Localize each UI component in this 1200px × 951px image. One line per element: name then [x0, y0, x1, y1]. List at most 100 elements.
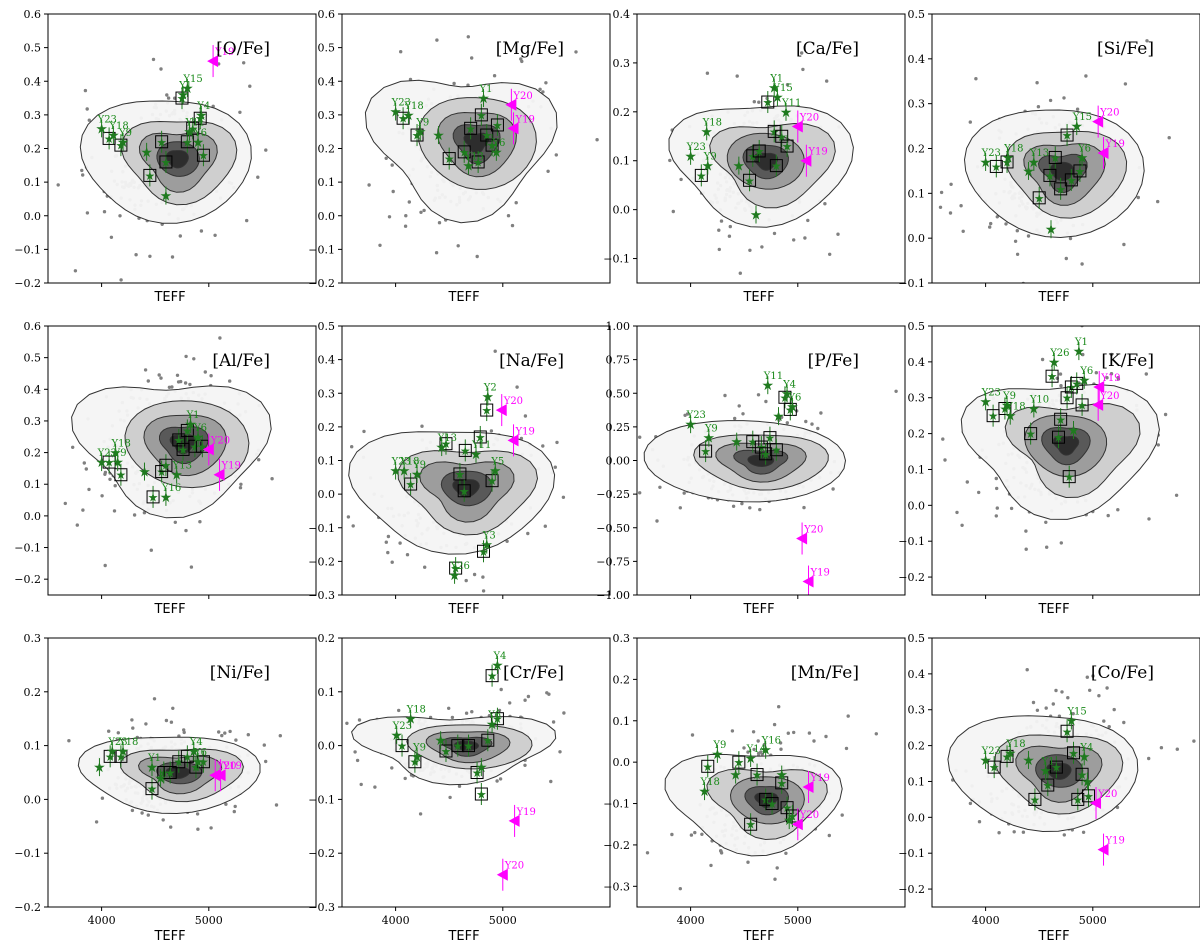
star-marker: ★ — [991, 160, 1002, 174]
field-point — [387, 215, 392, 219]
x-axis-label: TEFF — [1037, 602, 1069, 617]
field-point — [407, 200, 411, 204]
star-label: Y1 — [479, 84, 493, 95]
triangle-label: Y20 — [803, 525, 823, 536]
field-point — [551, 720, 556, 724]
field-point — [1015, 252, 1020, 256]
panel-6: ★★★★★★★★★★★Y23★Y18★Y9★Y13★Y11★Y2★Y5★Y26★… — [308, 320, 611, 617]
field-point — [752, 100, 756, 104]
field-point — [988, 225, 992, 229]
field-point — [149, 548, 153, 552]
field-point — [514, 201, 518, 205]
y-tick-label: 0.4 — [613, 8, 631, 21]
field-point — [1058, 372, 1063, 376]
star-marker: ★ — [161, 155, 172, 169]
field-point — [489, 429, 494, 433]
field-point — [270, 477, 274, 481]
plot-area: ★ ★★★★★★★★★★Y23★Y18★Y9★★★Y1★Y15★Y4★Y11★Y6… — [56, 45, 268, 282]
field-point — [1122, 242, 1126, 247]
box-marker — [410, 128, 424, 142]
field-point — [164, 718, 169, 723]
y-tick-label: −0.25 — [596, 488, 630, 501]
star-marker: ★ — [481, 129, 492, 143]
field-point — [435, 38, 439, 42]
panel-title: [Al/Fe] — [212, 351, 270, 371]
field-point — [731, 504, 736, 508]
y-tick-label: 0.3 — [318, 387, 336, 400]
star-marker: ★ — [1002, 155, 1013, 169]
axes-frame — [47, 325, 317, 596]
star-marker: ★ — [459, 484, 470, 498]
y-axis: −0.10.00.10.20.30.4 — [603, 8, 637, 266]
star-marker: ★ — [173, 433, 184, 447]
field-point — [1036, 105, 1041, 109]
x-axis-label: TEFF — [153, 290, 185, 305]
star-marker: ★ — [487, 474, 498, 488]
field-point — [523, 698, 527, 702]
x-axis — [395, 283, 504, 287]
star-marker: ★ — [733, 159, 746, 175]
y-tick-label: 0.3 — [318, 109, 336, 122]
field-point — [519, 57, 523, 61]
field-point — [499, 687, 503, 692]
box-marker — [102, 455, 116, 469]
labelled-stars: ★Y23★Y18★Y9★★Y1★Y6★Y13 — [389, 84, 505, 175]
field-point — [574, 50, 578, 54]
star-marker: ★ — [1078, 373, 1091, 389]
field-point — [73, 269, 78, 273]
field-point — [541, 444, 545, 448]
field-point — [995, 486, 999, 491]
field-point — [209, 826, 213, 830]
star-label: Y23 — [97, 114, 117, 125]
y-tick-label: 0.1 — [24, 740, 42, 753]
y-tick-label: 0.50 — [606, 387, 631, 400]
triangle-marker — [213, 468, 225, 481]
star-marker: ★ — [1073, 344, 1086, 360]
field-point — [756, 393, 761, 397]
y-tick-label: −0.2 — [14, 901, 41, 914]
triangle-label: Y19 — [221, 461, 241, 472]
field-point — [378, 243, 382, 247]
field-point — [1044, 520, 1048, 524]
field-point — [224, 802, 228, 806]
field-point — [1024, 547, 1028, 551]
field-point — [404, 214, 408, 218]
field-point — [748, 248, 752, 252]
field-point — [806, 218, 810, 223]
triangle-label: Y19 — [515, 426, 535, 437]
triangle-label: Y20 — [512, 91, 532, 102]
y-tick-label: 0.1 — [24, 478, 42, 491]
y-tick-label: 0.2 — [24, 686, 42, 699]
field-point — [728, 224, 732, 229]
box-marker — [114, 468, 128, 482]
star-marker: ★ — [448, 568, 461, 584]
star-marker: ★ — [1002, 150, 1015, 166]
star-marker: ★ — [1028, 401, 1041, 417]
field-point — [83, 88, 88, 93]
star-marker: ★ — [147, 782, 158, 796]
field-point — [638, 491, 642, 495]
box-marker — [175, 91, 189, 105]
star-marker: ★ — [1055, 182, 1066, 196]
box-marker — [473, 430, 487, 444]
star-marker: ★ — [187, 122, 198, 136]
star-marker: ★ — [771, 159, 782, 173]
star-label: Y23 — [97, 448, 117, 459]
y-axis: −0.2−0.10.00.10.20.30.40.50.6 — [14, 8, 48, 290]
star-marker: ★ — [482, 390, 495, 406]
x-axis — [985, 595, 1094, 599]
plot-area: ★★★★★★★★★★★Y23★Y18★Y9★★Y16★Y1★Y6★Y13Y20Y… — [63, 336, 274, 569]
star-marker: ★ — [765, 431, 776, 445]
field-point — [538, 87, 542, 92]
field-point — [213, 233, 217, 237]
field-point — [498, 777, 503, 781]
box-marker — [1062, 470, 1076, 484]
field-point — [506, 214, 511, 218]
triangle-marker — [207, 55, 219, 68]
field-point — [939, 190, 944, 195]
box-marker — [485, 138, 499, 152]
panel-1: ★ ★★★★★★★★★★Y23★Y18★Y9★★★Y1★Y15★Y4★Y11★Y6… — [14, 8, 317, 305]
field-point — [974, 77, 978, 81]
field-point — [198, 520, 202, 524]
